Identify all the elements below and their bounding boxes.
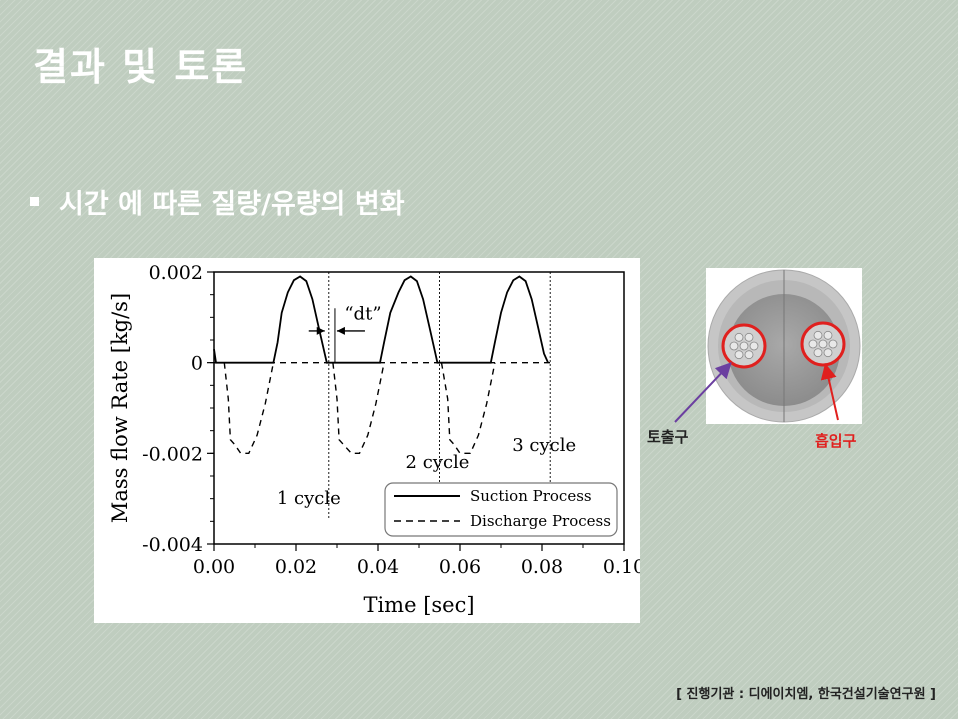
port-hole [744,350,754,360]
outlet-port [721,323,767,369]
mass-flow-chart-panel: 0.00 0.02 0.04 0.06 0.08 0.10 0.002 0 -0.002 -0.0… [94,258,640,623]
legend-suction-label: Suction Process [470,487,592,505]
pump-cross-section-image [707,269,861,423]
dt-left-arrowhead [316,326,325,335]
port-hole [828,339,838,349]
port-hole [808,339,818,349]
footer-credit: [ 진행기관 : 디에이치엠, 한국건설기술연구원 ] [676,687,936,702]
x-tick-label: 0.04 [357,556,399,578]
annotation-label: 1 cycle [277,488,341,509]
bullet-text: 시간 에 따른 질량/유량의 변화 [59,189,405,220]
x-tick-label: 0.00 [193,556,235,578]
y-tick-label: -0.002 [142,443,203,465]
dt-right-arrowhead [336,326,345,335]
annotation-label: 2 cycle [406,452,470,473]
annotation-label: “dt” [344,304,381,325]
x-tick-label: 0.10 [603,556,640,578]
plot-frame [213,271,625,545]
y-tick-label: 0.002 [149,262,203,284]
outlet-highlight-ring [721,323,767,369]
mass-flow-chart: 0.00 0.02 0.04 0.06 0.08 0.10 0.002 0 -0.002 -0.0… [108,262,640,617]
port-hole [729,341,739,351]
x-tick-label: 0.06 [439,556,481,578]
bullet-item: 시간 에 따른 질량/유량의 변화 [30,182,405,221]
inlet-port [800,321,846,367]
legend: Suction Process Discharge Process [384,482,618,537]
slide-title: 결과 및 토론 [33,45,249,89]
port-hole [823,348,833,358]
outlet-label: 토출구 [647,428,689,446]
port-hole [823,330,833,340]
port-hole [818,339,828,349]
x-axis-label: Time [sec] [363,593,474,617]
port-hole [813,348,823,358]
port-hole [744,332,754,342]
bullet-square-icon [30,197,39,206]
port-hole [749,341,759,351]
port-hole [813,330,823,340]
legend-discharge-label: Discharge Process [470,512,611,530]
suction-series-line [213,275,549,364]
pump-cross-section-panel [706,268,862,424]
annotation-label: 3 cycle [512,435,576,456]
y-axis-label: Mass flow Rate [kg/s] [108,293,132,523]
port-hole [734,332,744,342]
inlet-label: 흡입구 [815,432,857,450]
port-hole [739,341,749,351]
port-hole [734,350,744,360]
x-tick-label: 0.02 [275,556,317,578]
y-tick-label: 0 [191,353,203,375]
y-tick-label: -0.004 [142,534,203,556]
x-tick-label: 0.08 [521,556,563,578]
discharge-series-line [224,363,503,454]
